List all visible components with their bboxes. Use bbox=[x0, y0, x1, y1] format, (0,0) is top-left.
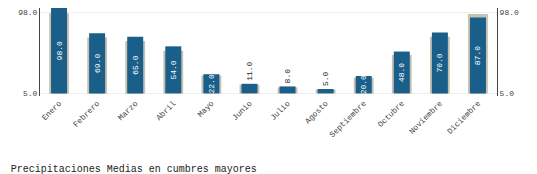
svg-text:65.0: 65.0 bbox=[131, 55, 140, 74]
svg-text:Precipitaciones Medias en cumb: Precipitaciones Medias en cumbres mayore… bbox=[11, 164, 257, 174]
svg-text:Enero: Enero bbox=[40, 99, 63, 122]
svg-text:Noviembre: Noviembre bbox=[407, 99, 444, 136]
svg-text:87.0: 87.0 bbox=[473, 46, 482, 65]
svg-text:Junio: Junio bbox=[230, 99, 253, 122]
svg-text:48.0: 48.0 bbox=[397, 63, 406, 82]
svg-text:70.0: 70.0 bbox=[435, 53, 444, 72]
svg-text:98.0: 98.0 bbox=[18, 8, 37, 17]
svg-text:Abril: Abril bbox=[154, 99, 177, 122]
svg-text:Octubre: Octubre bbox=[376, 99, 406, 129]
svg-text:20.0: 20.0 bbox=[359, 75, 368, 94]
svg-text:Febrero: Febrero bbox=[71, 99, 101, 129]
svg-text:8.0: 8.0 bbox=[283, 69, 292, 84]
svg-text:98.0: 98.0 bbox=[55, 41, 64, 60]
svg-text:54.0: 54.0 bbox=[169, 60, 178, 79]
svg-text:5.0: 5.0 bbox=[23, 89, 38, 98]
svg-text:Julio: Julio bbox=[268, 99, 291, 122]
svg-text:22.0: 22.0 bbox=[207, 74, 216, 93]
svg-text:Septiembre: Septiembre bbox=[328, 99, 368, 139]
svg-text:5.0: 5.0 bbox=[321, 71, 330, 86]
svg-text:69.0: 69.0 bbox=[93, 54, 102, 73]
svg-text:Agosto: Agosto bbox=[303, 99, 330, 126]
svg-text:Mayo: Mayo bbox=[196, 99, 216, 119]
svg-text:Marzo: Marzo bbox=[116, 99, 139, 122]
svg-text:98.0: 98.0 bbox=[500, 8, 519, 17]
svg-text:Diciembre: Diciembre bbox=[445, 99, 482, 136]
svg-text:5.0: 5.0 bbox=[500, 89, 515, 98]
svg-text:11.0: 11.0 bbox=[245, 61, 254, 80]
